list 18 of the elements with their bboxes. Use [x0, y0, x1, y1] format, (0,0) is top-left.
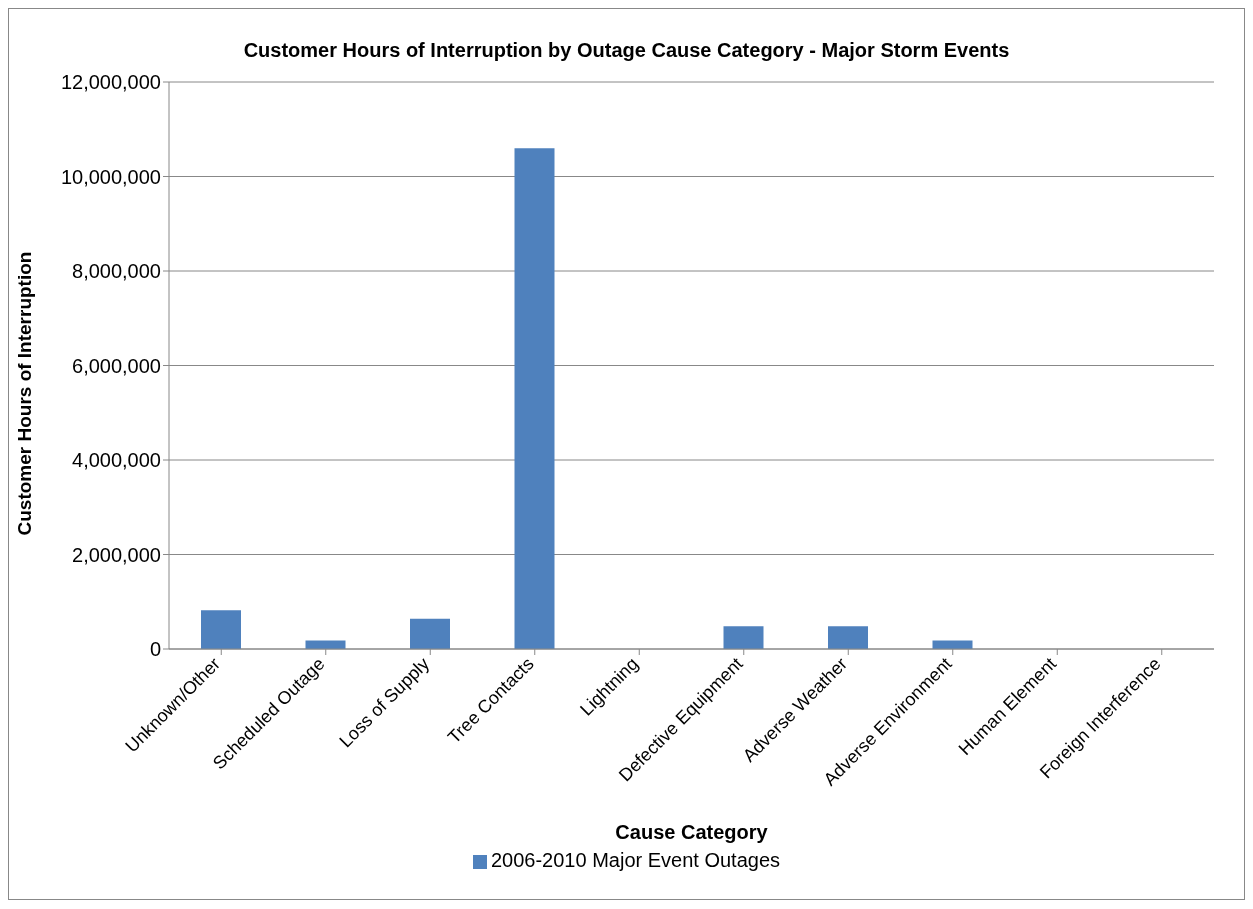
y-axis-title: Customer Hours of Interruption	[13, 251, 35, 536]
bar	[305, 640, 346, 649]
bar	[514, 148, 555, 649]
chart-title: Customer Hours of Interruption by Outage Cause Category - Major Storm Events	[242, 39, 1011, 62]
y-tick-label: 2,000,000	[72, 543, 161, 566]
y-tick-label: 0	[149, 638, 161, 661]
y-tick-label: 8,000,000	[72, 260, 161, 283]
bar	[932, 640, 973, 649]
y-tick-label: 6,000,000	[72, 354, 161, 377]
legend-label: 2006-2010 Major Event Outages	[490, 849, 781, 871]
bar	[410, 618, 450, 649]
bar	[723, 626, 764, 649]
y-tick-label: 10,000,000	[60, 165, 161, 188]
x-axis-title: Cause Category	[615, 821, 769, 843]
bar	[828, 626, 868, 649]
bar	[201, 610, 241, 649]
y-tick-label: 12,000,000	[60, 71, 161, 94]
y-tick-label: 4,000,000	[72, 449, 161, 472]
